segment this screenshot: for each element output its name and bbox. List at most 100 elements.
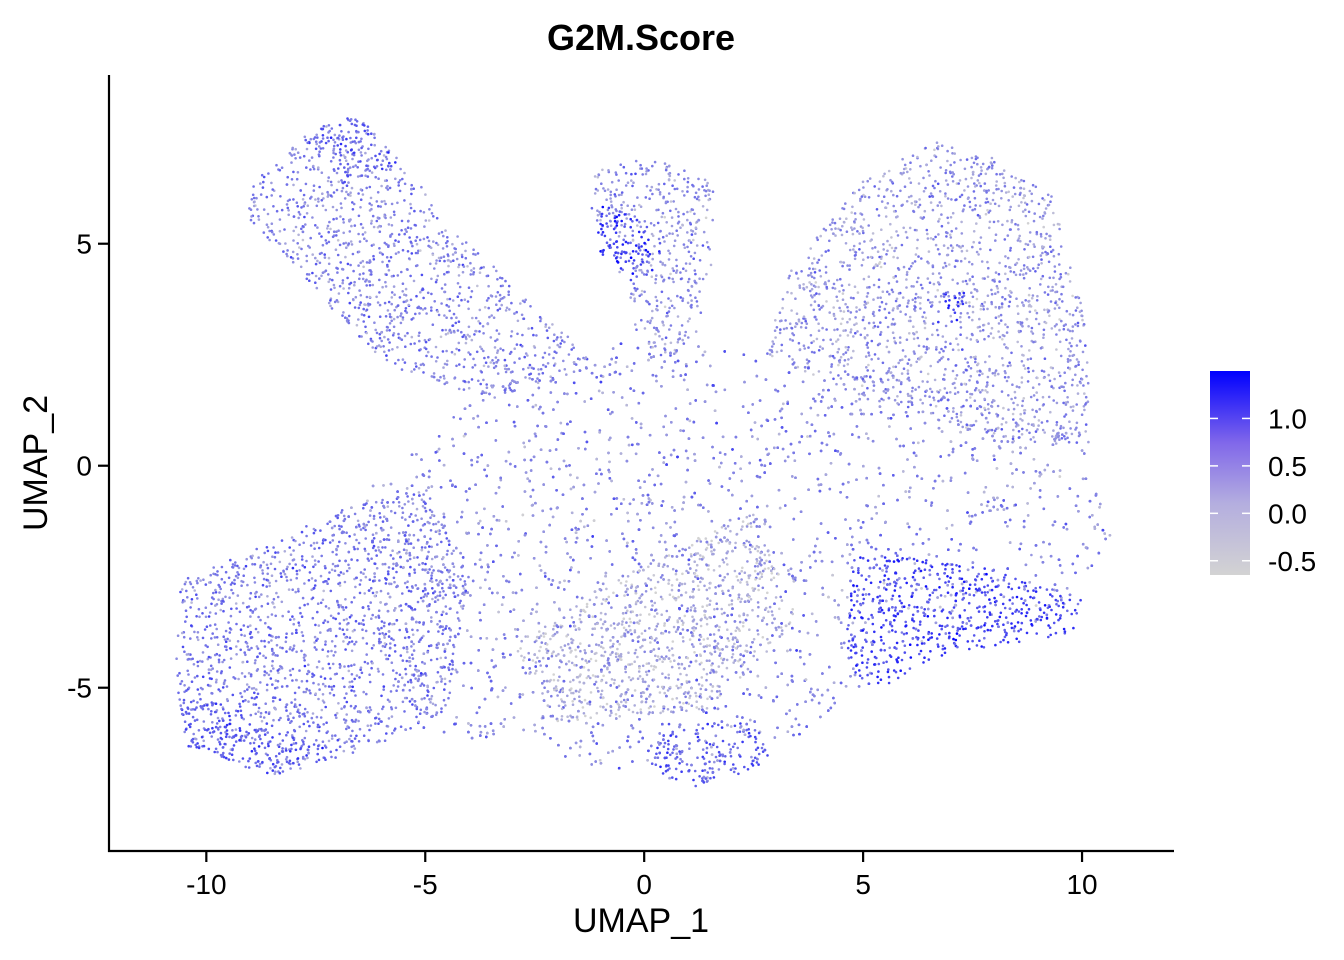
point	[185, 615, 188, 619]
point	[417, 334, 421, 338]
point	[839, 309, 842, 313]
point	[337, 229, 340, 232]
point	[640, 235, 643, 239]
point	[254, 688, 258, 691]
point	[983, 277, 986, 280]
point	[605, 214, 608, 218]
point	[944, 264, 948, 268]
point	[276, 551, 280, 554]
point	[798, 348, 802, 351]
point	[362, 506, 365, 510]
point	[362, 320, 366, 323]
point	[436, 378, 439, 382]
point	[984, 201, 988, 204]
point	[338, 622, 342, 625]
point	[251, 193, 255, 197]
point	[274, 679, 278, 682]
point	[237, 677, 240, 681]
point	[444, 656, 447, 659]
point	[392, 210, 396, 214]
point	[1067, 440, 1071, 444]
point	[915, 330, 918, 334]
point	[949, 236, 953, 239]
point	[981, 372, 984, 376]
point	[964, 177, 968, 181]
point	[271, 602, 275, 605]
point	[329, 288, 333, 291]
point	[953, 386, 957, 390]
point	[791, 358, 794, 361]
point	[993, 429, 997, 433]
point	[816, 261, 819, 264]
point	[295, 177, 299, 181]
point	[833, 221, 837, 225]
point	[655, 208, 658, 212]
point	[385, 157, 389, 161]
point	[368, 202, 372, 205]
point	[249, 624, 252, 627]
point	[645, 273, 648, 276]
point	[380, 620, 384, 623]
point	[440, 230, 444, 234]
point	[950, 198, 953, 201]
point	[1029, 395, 1033, 399]
point	[303, 603, 306, 607]
point	[299, 767, 302, 770]
point	[567, 353, 571, 356]
point	[430, 277, 433, 281]
point	[336, 599, 339, 603]
point	[423, 697, 426, 700]
point	[984, 360, 987, 364]
point	[349, 148, 353, 152]
point	[983, 300, 987, 304]
point	[487, 284, 490, 288]
point	[905, 286, 908, 289]
point	[319, 147, 323, 150]
point	[344, 144, 347, 148]
point	[780, 349, 783, 353]
point	[227, 621, 230, 624]
point	[1032, 267, 1035, 270]
point	[249, 674, 253, 678]
point	[691, 183, 694, 187]
point	[1033, 415, 1036, 419]
point	[183, 599, 186, 603]
point	[417, 366, 421, 370]
point	[1023, 248, 1026, 251]
point	[395, 570, 398, 574]
point	[1004, 191, 1008, 194]
point	[970, 262, 974, 266]
point	[398, 179, 402, 182]
point	[832, 314, 836, 318]
point	[278, 732, 281, 736]
point	[919, 370, 923, 374]
point	[351, 201, 354, 204]
point	[464, 341, 468, 345]
point	[609, 193, 612, 197]
point	[697, 177, 700, 181]
point	[444, 229, 447, 232]
point	[346, 276, 349, 280]
point	[289, 553, 293, 556]
point	[315, 665, 319, 669]
point	[660, 290, 664, 294]
point	[895, 194, 899, 198]
point	[798, 286, 802, 290]
point	[382, 685, 386, 688]
point	[346, 150, 350, 154]
point	[1022, 304, 1025, 308]
point	[684, 262, 688, 265]
point	[286, 684, 289, 688]
point	[1017, 228, 1020, 231]
point	[231, 729, 234, 732]
point	[360, 146, 363, 150]
point	[438, 259, 442, 263]
point	[439, 656, 443, 660]
point	[1029, 438, 1033, 441]
point	[310, 577, 314, 580]
point	[607, 169, 610, 172]
point	[1020, 376, 1024, 379]
point	[971, 295, 975, 299]
point	[892, 376, 895, 380]
point	[1022, 273, 1025, 276]
